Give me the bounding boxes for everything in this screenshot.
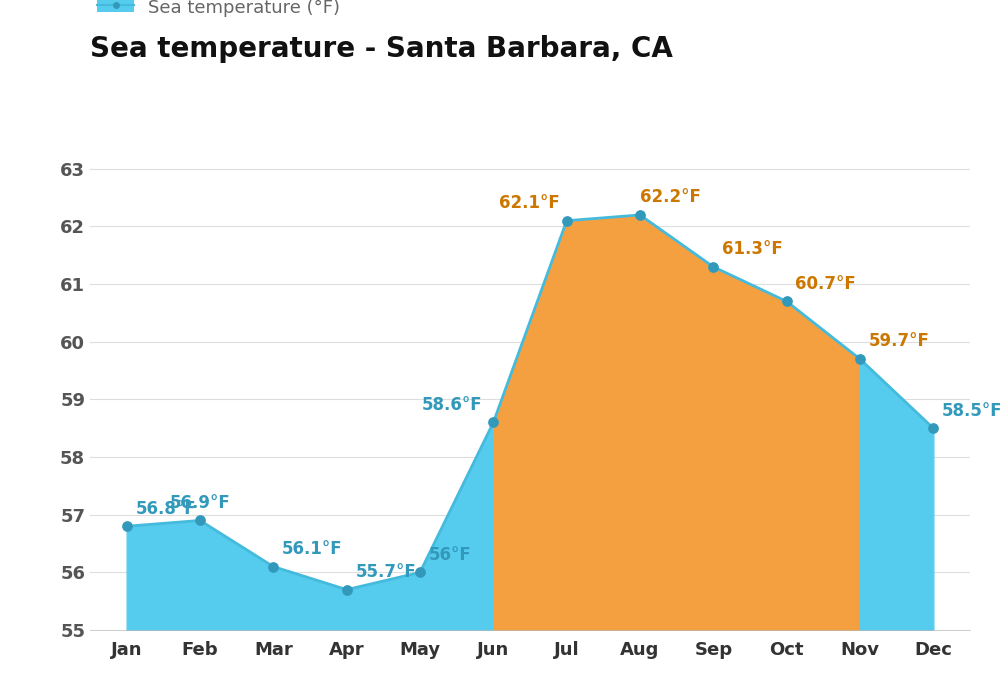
- Text: 55.7°F: 55.7°F: [355, 563, 416, 581]
- Text: 60.7°F: 60.7°F: [795, 275, 856, 293]
- Text: 56.9°F: 56.9°F: [170, 494, 230, 512]
- Point: [412, 567, 428, 578]
- Point: [559, 215, 575, 226]
- Point: [339, 584, 355, 595]
- Text: 59.7°F: 59.7°F: [869, 332, 930, 351]
- Text: 62.1°F: 62.1°F: [499, 194, 559, 212]
- Text: 56.8°F: 56.8°F: [135, 500, 196, 517]
- Text: 58.6°F: 58.6°F: [422, 395, 482, 414]
- Text: 56.1°F: 56.1°F: [282, 540, 343, 558]
- Legend: Sea temperature (°F): Sea temperature (°F): [90, 0, 347, 25]
- Point: [852, 354, 868, 365]
- Point: [632, 209, 648, 220]
- Point: [485, 417, 501, 428]
- Text: 56°F: 56°F: [429, 546, 472, 564]
- Point: [192, 515, 208, 526]
- Text: Sea temperature - Santa Barbara, CA: Sea temperature - Santa Barbara, CA: [90, 35, 673, 63]
- Point: [925, 423, 941, 434]
- Text: 61.3°F: 61.3°F: [722, 240, 783, 258]
- Point: [119, 521, 135, 532]
- Point: [705, 261, 721, 272]
- Text: 62.2°F: 62.2°F: [640, 188, 701, 206]
- Text: 58.5°F: 58.5°F: [942, 402, 1000, 419]
- Point: [265, 561, 281, 572]
- Point: [779, 296, 795, 307]
